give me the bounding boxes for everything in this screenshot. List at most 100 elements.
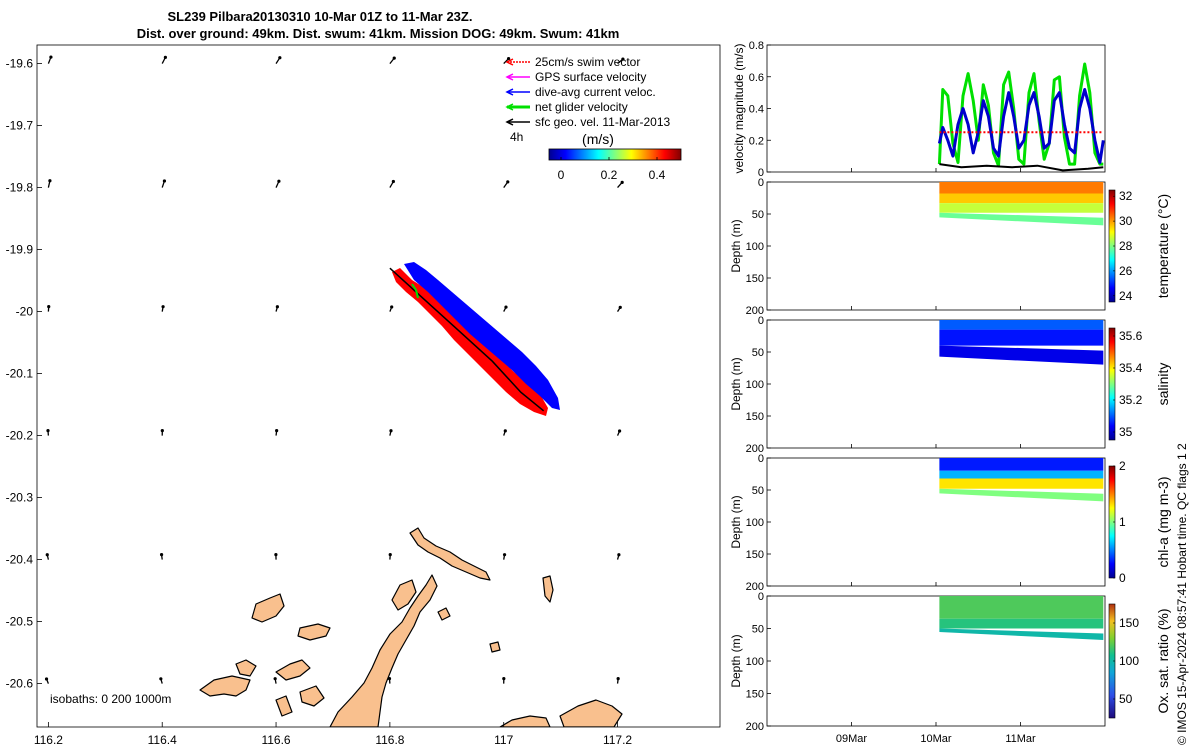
oxygen-colorbar-tick-label: 50 (1119, 692, 1133, 706)
sfc-arrow-head (506, 56, 511, 61)
velocity-series-1 (937, 88, 1105, 164)
sfc-arrow-head (161, 305, 165, 309)
sfc-arrow-head (503, 429, 507, 433)
temperature-layer (939, 193, 1104, 204)
colorbar-gradient (548, 148, 682, 161)
island-small-1 (437, 607, 451, 621)
map-x-axis: 116.2 116.4 116.6 116.8 117 117.2 (34, 722, 632, 747)
island-sw-5 (275, 695, 293, 717)
track-current-swath (404, 262, 560, 410)
legend-label: GPS surface velocity (535, 70, 646, 84)
velocity-frame (766, 44, 1106, 173)
sfc-arrow-head (275, 429, 279, 433)
temperature-layer (939, 203, 1104, 213)
temperature-y-tick-label: 150 (746, 273, 764, 285)
island-se-1 (499, 715, 551, 727)
velocity-y-tick-label: 0.2 (749, 135, 764, 147)
legend-label: dive-avg current veloc. (535, 85, 656, 99)
map-x-tick-label: 117 (494, 733, 513, 747)
chl-a-y-tick-label: 150 (746, 549, 764, 561)
chl-a-colorbar-tick-label: 2 (1119, 459, 1126, 473)
chl-a-layer (939, 478, 1104, 489)
oxygen-layer (939, 596, 1104, 619)
salinity-colorbar-tick-label: 35.2 (1119, 393, 1143, 407)
colorbar-label: (m/s) (582, 131, 614, 147)
velocity-series-3 (939, 163, 1104, 172)
oxygen-y-tick-label: 0 (758, 591, 764, 603)
temperature-y-tick-label: 50 (752, 209, 764, 221)
salinity-layer (939, 329, 1104, 346)
island-east (542, 575, 554, 603)
sfc-arrow-head (387, 677, 392, 681)
sfc-arrow-head (162, 179, 167, 183)
temperature-y-tick-label: 200 (746, 305, 764, 317)
oxygen-colorbar-label: Ox. sat. ratio (%) (1155, 608, 1171, 713)
legend-label: sfc geo. vel. 11-Mar-2013 (535, 115, 671, 129)
map-frame (36, 44, 721, 728)
colorbar-tick-label: 0.2 (601, 168, 618, 182)
temperature-colorbar-tick-label: 26 (1119, 264, 1133, 278)
sfc-arrow-head (616, 677, 620, 681)
salinity-panel: 0 50 100 150 200 Depth (m) 35 35.2 35.4 35.6 salin… (729, 315, 1171, 455)
sfc-arrow-head (506, 180, 510, 184)
sfc-arrow-head (278, 56, 282, 60)
map-y-tick-label: -19.6 (6, 57, 34, 71)
sfc-arrow-head (274, 553, 278, 557)
oxygen-y-tick-label: 200 (746, 721, 764, 733)
map-x-tick-label: 116.6 (261, 733, 290, 747)
velocity-ylabel: velocity magnitude (m/s) (732, 43, 746, 173)
sfc-velocity-arrows (44, 55, 625, 684)
chl-a-y-tick-label: 0 (758, 453, 764, 465)
island-sw-2 (235, 659, 257, 677)
oxygen-y-tick-label: 100 (746, 656, 764, 668)
sfc-arrow-head (391, 179, 395, 184)
oxygen-colorbar-tick-label: 150 (1119, 616, 1139, 630)
map-y-tick-label: -20 (16, 305, 34, 319)
glider-track (389, 262, 560, 416)
colorbar-ticks: 0 0.2 0.4 (558, 157, 666, 182)
chl-a-layer (939, 458, 1104, 471)
map-y-tick-label: -19.9 (6, 243, 34, 257)
island-sw-3 (275, 659, 311, 681)
map-y-tick-label: -20.4 (6, 553, 34, 567)
temperature-colorbar-tick-label: 24 (1119, 289, 1133, 303)
salinity-y-tick-label: 200 (746, 443, 764, 455)
oxygen-y-tick-label: 150 (746, 689, 764, 701)
footer-credit: © IMOS 15-Apr-2024 08:57:41 Hobart time.… (1175, 443, 1189, 745)
map-x-tick-label: 117.2 (603, 733, 632, 747)
legend-arrowhead (505, 118, 514, 126)
temperature-colorbar-label: temperature (°C) (1155, 194, 1171, 298)
salinity-y-tick-label: 100 (746, 379, 764, 391)
island-ridge (409, 527, 491, 581)
legend-label: net glider velocity (535, 100, 628, 114)
map-y-tick-label: -19.7 (6, 119, 34, 133)
map-x-tick-label: 116.4 (148, 733, 177, 747)
chl-a-colorbar-tick-label: 0 (1119, 571, 1126, 585)
chl-a-y-tick-label: 50 (752, 485, 764, 497)
chl-a-layer (939, 470, 1104, 479)
time-x-tick-label: 10Mar (920, 733, 952, 745)
sfc-arrow-head (504, 305, 508, 309)
map-y-tick-label: -20.6 (6, 677, 34, 691)
colorbar-tick-label: 0 (558, 168, 565, 182)
map-y-axis: -19.6 -19.7 -19.8 -19.9 -20 -20.1 -20.2 -20.3 -2… (6, 57, 42, 691)
island-mid-2 (251, 593, 285, 623)
map-y-tick-label: -20.3 (6, 491, 34, 505)
track-line (389, 267, 545, 412)
sfc-arrow-head (159, 677, 163, 681)
temperature-colorbar-tick-label: 30 (1119, 214, 1133, 228)
chl-a-panel: 0 50 100 150 200 Depth (m) 0 1 2 chl-a (mg m-3) (729, 453, 1171, 593)
legend-arrowhead (505, 73, 514, 81)
island-se-2 (559, 699, 623, 727)
salinity-layer (939, 320, 1104, 330)
legend-arrowhead (505, 103, 514, 111)
temperature-layer (939, 182, 1104, 194)
land-polygons (199, 527, 623, 727)
sfc-arrow-head (273, 677, 277, 681)
chl-a-ylabel: Depth (m) (729, 495, 743, 548)
map-y-tick-label: -19.8 (6, 181, 34, 195)
sfc-arrow-head (392, 56, 396, 60)
sfc-arrow-head (617, 429, 622, 433)
chl-a-y-tick-label: 200 (746, 581, 764, 593)
